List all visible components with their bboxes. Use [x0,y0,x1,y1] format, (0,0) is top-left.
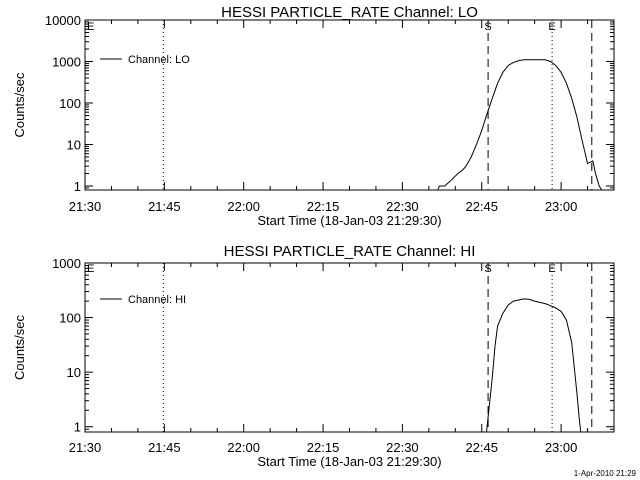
time-marker-label: E [548,21,555,33]
y-tick-label: 1000 [52,256,81,271]
plot-frame [84,262,615,433]
time-marker-label: E [548,263,555,275]
chart-title: HESSI PARTICLE_RATE Channel: LO [221,4,478,21]
x-tick-label: 22:30 [386,199,419,214]
series-line [437,59,603,191]
x-axis-label: Start Time (18-Jan-03 21:29:30) [257,213,441,228]
y-tick-label: 1 [74,420,81,435]
x-tick-label: 21:45 [148,440,181,455]
y-axis-label: Counts/sec [12,314,27,380]
y-tick-label: 10 [67,137,81,152]
x-tick-label: 22:00 [227,199,260,214]
x-tick-label: 22:45 [465,199,498,214]
x-tick-label: 22:30 [386,440,419,455]
render-timestamp: 1-Apr-2010 21:29 [574,469,637,478]
lo-channel-panel: HESSI PARTICLE_RATE Channel: LO 1 10 100 100… [12,4,615,228]
time-marker-label: S [484,21,491,33]
x-tick-label: 21:30 [69,440,102,455]
x-tick-label: 23:00 [545,199,578,214]
y-tick-label: 1 [74,179,81,194]
y-tick-label: 100 [59,96,81,111]
x-tick-label: 22:45 [465,440,498,455]
y-tick-label: 100 [59,311,81,326]
y-tick-label: 1000 [52,54,81,69]
corner-marker-label: E [87,263,94,275]
corner-marker-label: E [87,21,94,33]
hi-channel-panel: HESSI PARTICLE_RATE Channel: HI 1 10 100 100… [12,243,615,469]
series-line [486,298,582,433]
x-tick-label: 22:00 [227,440,260,455]
x-tick-label: 22:15 [307,199,340,214]
y-axis-label: Counts/sec [12,72,27,138]
x-tick-label: 21:30 [69,199,102,214]
time-marker-label: S [484,263,491,275]
y-tick-label: 10 [67,365,81,380]
chart-title: HESSI PARTICLE_RATE Channel: HI [224,243,476,260]
x-tick-label: 23:00 [545,440,578,455]
legend-label: Channel: HI [128,294,186,306]
x-tick-label: 21:45 [148,199,181,214]
y-tick-label: 10000 [45,13,81,28]
x-tick-label: 22:15 [307,440,340,455]
plot-frame [84,19,615,191]
x-axis-label: Start Time (18-Jan-03 21:29:30) [257,454,441,469]
legend-label: Channel: LO [128,54,190,66]
